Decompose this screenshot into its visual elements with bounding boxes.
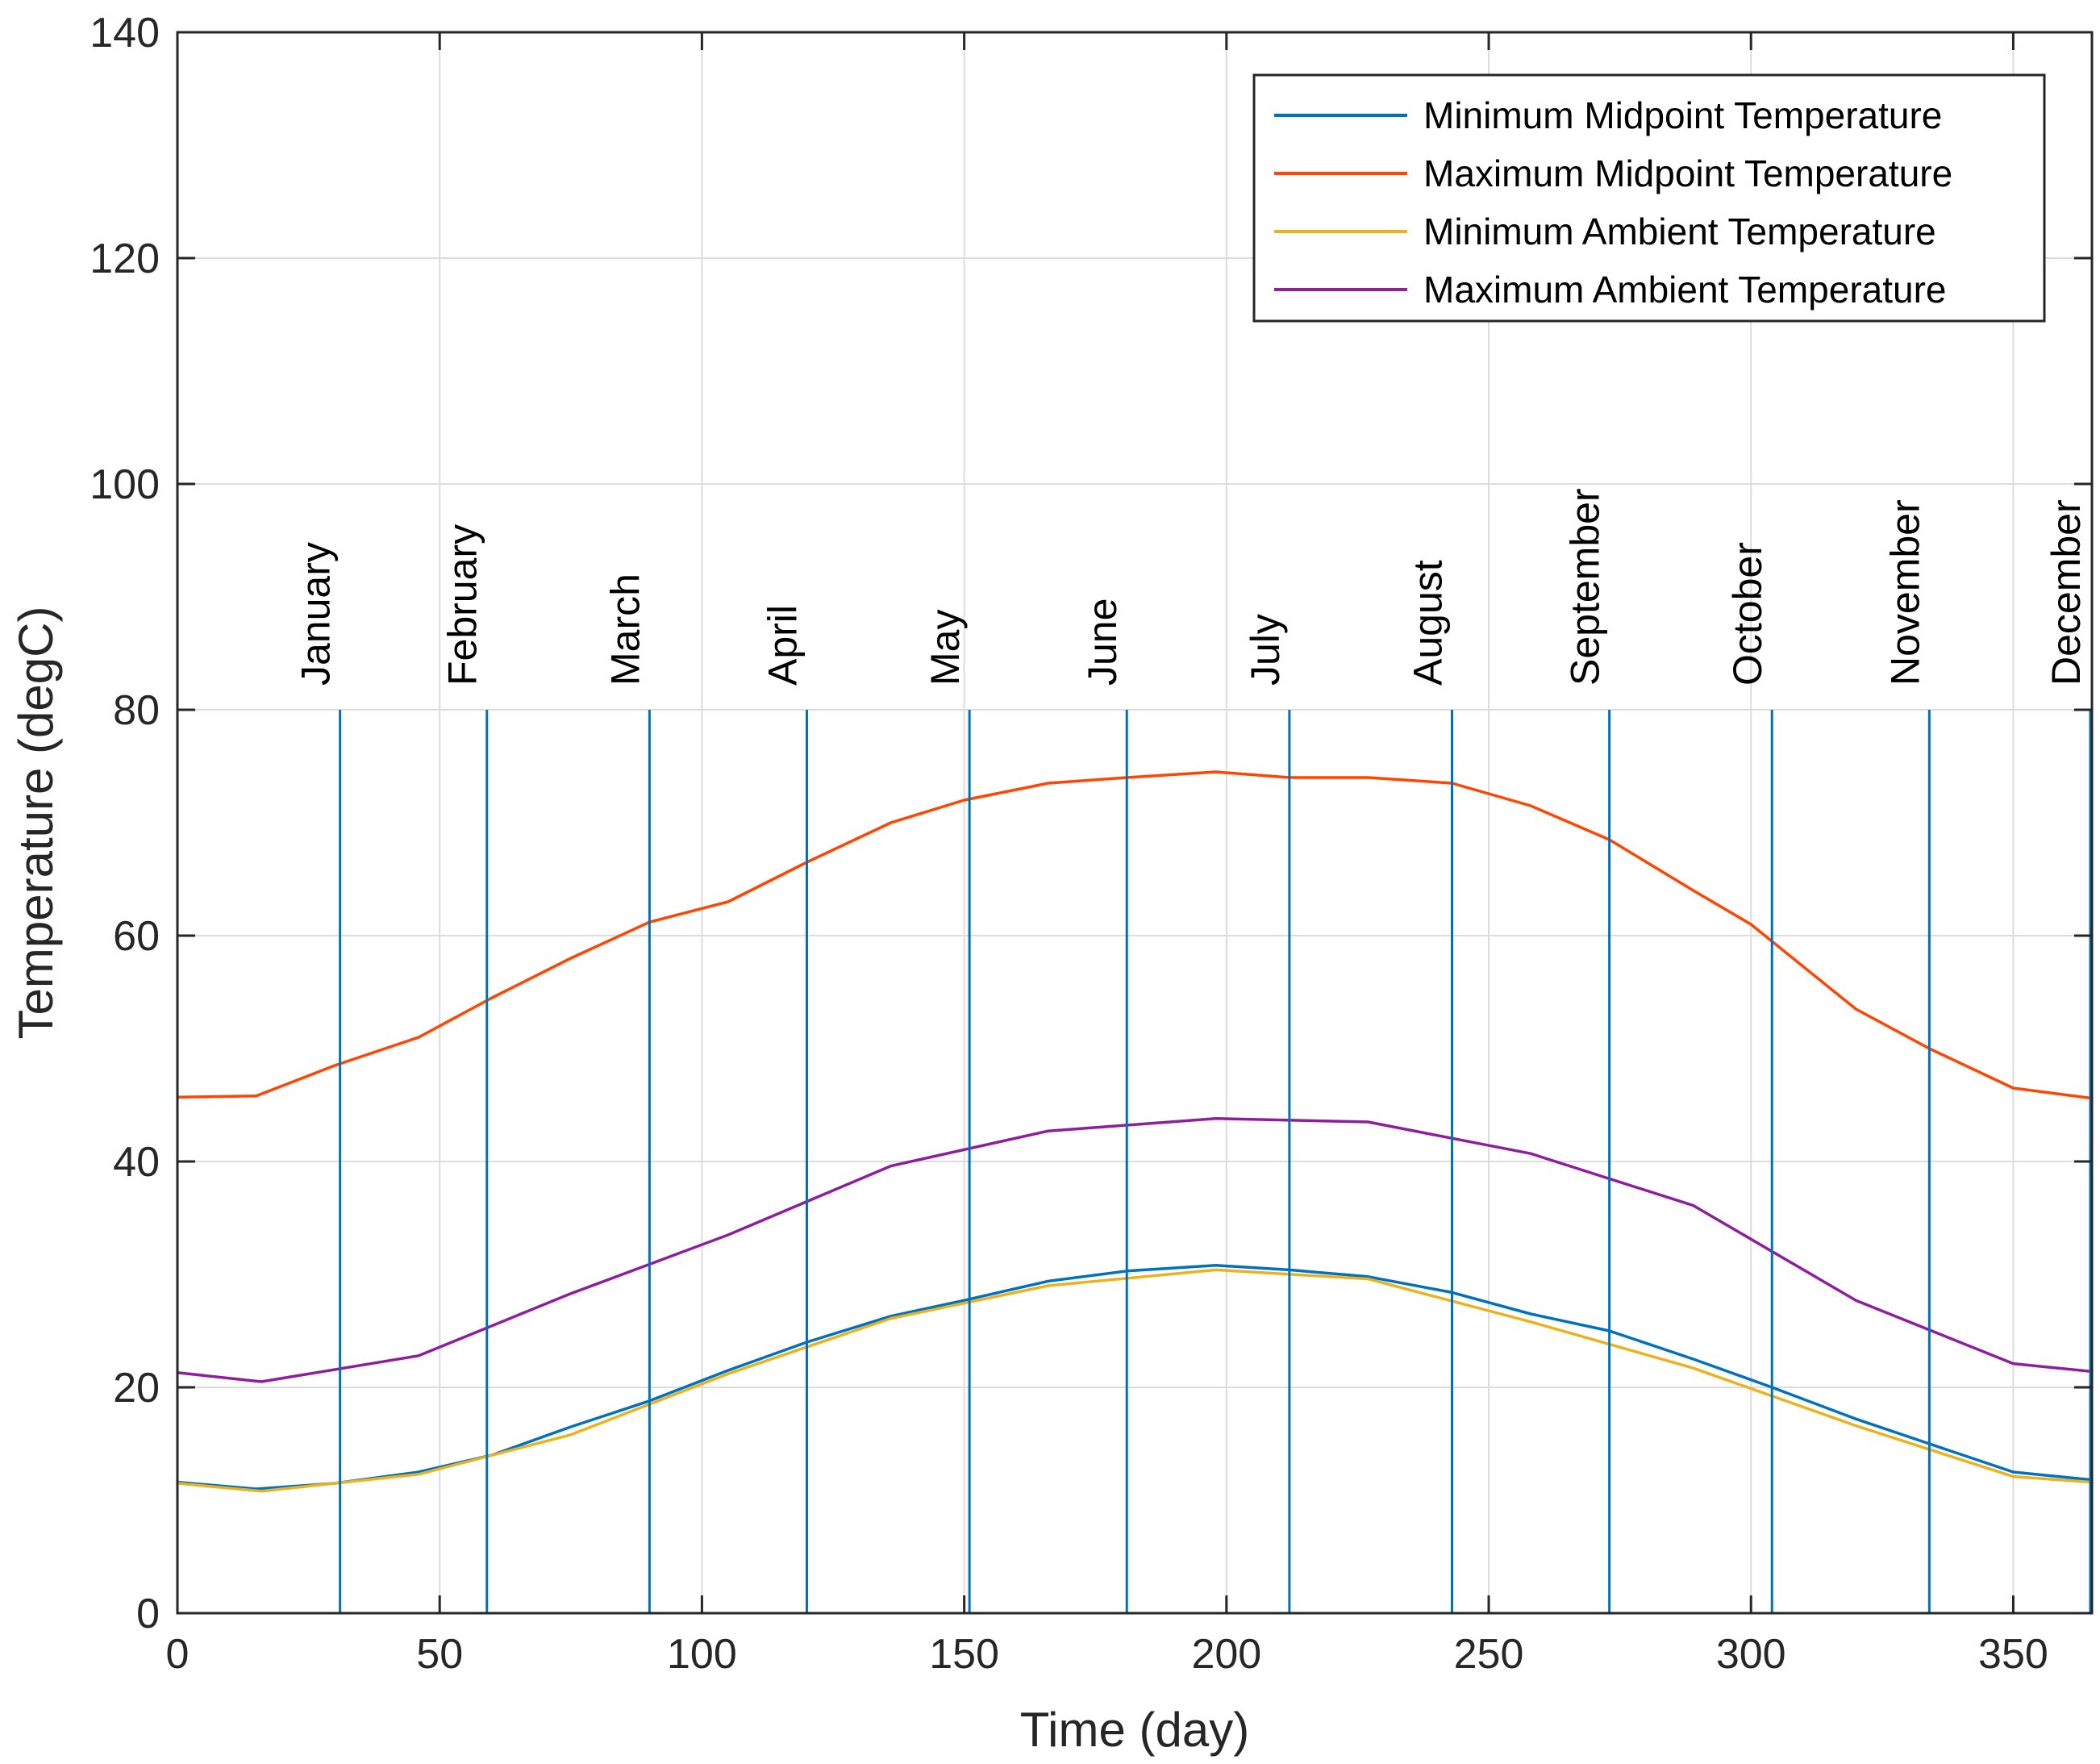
x-tick-label-100: 100 xyxy=(667,1631,737,1678)
y-tick-label-80: 80 xyxy=(113,687,160,734)
y-tick-label-140: 140 xyxy=(90,10,160,56)
series-line-max-ambient xyxy=(177,1117,2093,1383)
x-tick-label-350: 350 xyxy=(1978,1631,2048,1678)
plot-area-frame xyxy=(176,31,2094,1615)
y-axis-label: Temperature (degC) xyxy=(9,607,63,1040)
x-tick-label-250: 250 xyxy=(1454,1631,1524,1678)
legend-label-max-ambient: Maximum Ambient Temperature xyxy=(1423,269,1947,311)
x-tick-label-150: 150 xyxy=(929,1631,999,1678)
x-axis-label: Time (day) xyxy=(1020,1703,1249,1757)
y-tick-label-100: 100 xyxy=(90,461,160,508)
month-label-may: May xyxy=(923,610,968,686)
x-tick-label-50: 50 xyxy=(416,1631,463,1678)
y-tick-label-20: 20 xyxy=(113,1365,160,1412)
y-tick-label-120: 120 xyxy=(90,236,160,282)
y-tick-label-40: 40 xyxy=(113,1139,160,1186)
x-tick-label-300: 300 xyxy=(1716,1631,1786,1678)
axis-ticks: 0 50 100 150 200 250 300 350 0 20 40 60 80 100 120 140 xyxy=(90,10,2092,1678)
month-label-july: July xyxy=(1243,614,1288,686)
month-label-june: June xyxy=(1080,598,1125,686)
month-markers: January February March April May June July Augu… xyxy=(294,488,2092,1613)
x-tick-label-200: 200 xyxy=(1191,1631,1261,1678)
series-line-max-midpoint xyxy=(177,770,2093,1100)
month-label-september: September xyxy=(1563,488,1608,686)
month-label-november: November xyxy=(1882,499,1927,686)
month-label-march: March xyxy=(602,573,648,686)
legend-label-max-midpoint: Maximum Midpoint Temperature xyxy=(1423,152,1952,194)
y-tick-label-0: 0 xyxy=(136,1591,160,1637)
legend-label-min-ambient: Minimum Ambient Temperature xyxy=(1423,211,1936,252)
month-label-april: April xyxy=(760,605,805,686)
month-label-october: October xyxy=(1725,542,1770,686)
legend-label-min-midpoint: Minimum Midpoint Temperature xyxy=(1423,94,1942,136)
series-line-min-ambient xyxy=(177,1268,2093,1493)
month-label-december: December xyxy=(2044,499,2089,686)
month-label-february: February xyxy=(440,524,485,686)
month-label-august: August xyxy=(1405,560,1450,686)
y-tick-label-60: 60 xyxy=(113,913,160,960)
legend: Minimum Midpoint Temperature Maximum Midp… xyxy=(1252,73,2046,323)
month-label-january: January xyxy=(294,542,339,686)
x-tick-label-0: 0 xyxy=(166,1631,190,1678)
